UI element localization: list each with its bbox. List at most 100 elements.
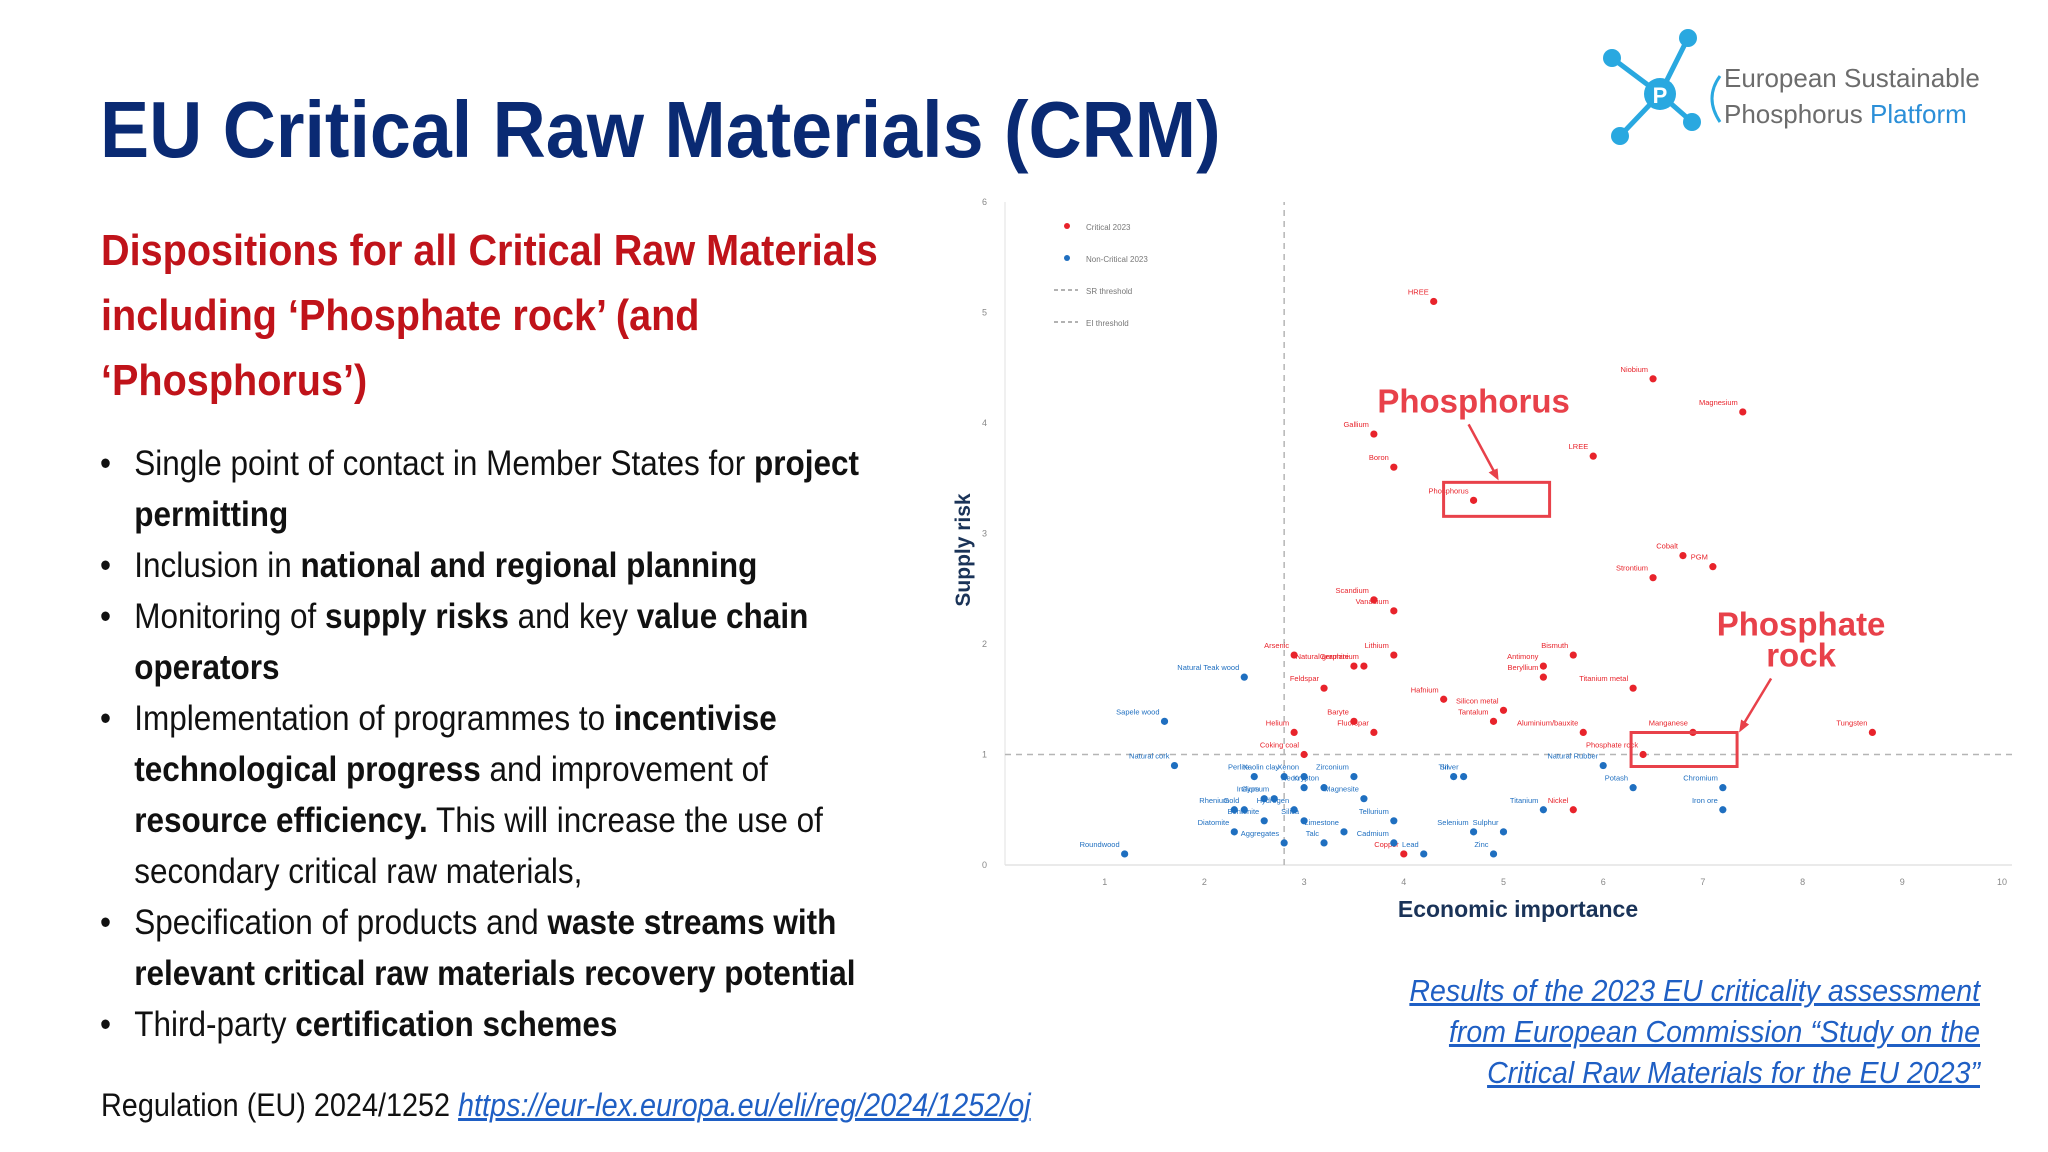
bullet-text-run: Inclusion in [134,546,301,585]
point-label: Magnesite [1324,785,1359,794]
point-label: Limestone [1304,818,1339,827]
bullet-text-run: and key [508,597,637,636]
point-label: Scandium [1336,586,1369,595]
data-point [1280,773,1288,781]
chart-source-caption[interactable]: Results of the 2023 EU criticality asses… [1409,973,1980,1090]
data-point [1300,773,1308,781]
point-label: Beryllium [1508,663,1539,672]
data-point [1320,784,1328,792]
y-tick-label: 0 [982,860,987,870]
x-tick-label: 6 [1601,877,1606,887]
point-label: Helium [1266,718,1289,727]
data-point [1539,673,1547,681]
data-point [1340,828,1348,836]
data-point [1360,795,1368,803]
slide-subtitle: Dispositions for all Critical Raw Materi… [101,226,878,405]
y-tick-label: 5 [982,308,987,318]
point-label: Germanium [1320,652,1359,661]
y-tick-label: 3 [982,529,987,539]
data-point [1579,728,1587,737]
legend-marker [1064,223,1070,229]
bullet-item: Specification of products and waste stre… [100,897,892,999]
data-point [1170,761,1179,770]
data-point [1390,817,1398,825]
data-point [1719,806,1727,814]
x-tick-label: 10 [1997,877,2007,887]
regulation-link[interactable]: https://eur-lex.europa.eu/eli/reg/2024/1… [458,1087,1031,1123]
data-point [1679,552,1687,560]
data-point [1350,662,1358,670]
logo-line-1: European Sustainable [1724,63,1980,93]
data-point [1569,806,1577,814]
point-label: Fluorspar [1337,718,1369,727]
point-label: Bismuth [1541,641,1568,650]
data-point [1370,430,1378,438]
data-point [1230,828,1238,836]
logo-glyph: P [1653,83,1668,108]
point-label: Talc [1306,829,1320,838]
point-label: Copper [1374,840,1399,849]
point-label: PGM [1691,553,1708,562]
point-label: Lithium [1365,641,1389,650]
point-label: Iron ore [1692,796,1718,805]
bullet-item: Third-party certification schemes [100,999,892,1050]
point-label: Cobalt [1656,542,1679,551]
point-label: Cadmium [1357,829,1389,838]
phosphorus-highlight-box [1442,480,1552,518]
data-point [1240,806,1248,814]
data-point [1290,806,1298,814]
molecule-logo-icon: P [1603,29,1722,145]
data-point [1390,607,1398,615]
point-label: Kaolin clay [1243,763,1280,772]
data-point [1629,684,1637,692]
point-label: Roundwood [1080,840,1120,849]
point-label: Niobium [1621,365,1649,374]
data-point [1499,828,1508,836]
data-point [1639,750,1647,759]
data-point [1649,375,1657,383]
slide-title: EU Critical Raw Materials (CRM) [100,85,1221,174]
data-point [1629,784,1637,792]
point-label: Tellurium [1359,807,1389,816]
data-point [1719,784,1727,792]
data-point [1240,673,1248,681]
point-label: Hydrogen [1257,796,1290,805]
data-point [1250,773,1258,781]
bullet-item: Monitoring of supply risks and key value… [100,591,892,693]
x-tick-label: 8 [1800,877,1805,887]
phosphorus-arrow-line [1467,423,1497,475]
bullet-text-run: waste streams with relevant critical raw… [134,903,856,993]
x-tick-label: 7 [1700,877,1705,887]
bullet-text-run: supply risks [325,597,509,636]
phosphate-rock-callout-label: Phosphate [1717,606,1886,643]
bullet-text-run: incentivise technological progress [134,699,777,789]
data-point [1420,850,1428,858]
point-label: Strontium [1616,564,1648,573]
point-label: Neon [1281,774,1299,783]
bullet-item: Single point of contact in Member States… [100,438,892,540]
data-point [1649,574,1657,582]
phosphate-rock-callout-label: rock [1766,637,1836,674]
point-label: Gypsum [1241,785,1269,794]
data-point [1370,596,1378,604]
point-label: Silica [1281,807,1300,816]
bullet-text-run: and improvement of [480,750,768,789]
phosphate-rock-highlight-box [1629,731,1739,768]
data-point [1469,828,1478,836]
point-label: Indium [1237,785,1260,794]
point-label: Diatomite [1198,818,1230,827]
point-label: Krypton [1293,774,1319,783]
point-label: Antimony [1507,652,1539,661]
espp-logo[interactable]: P European Sustainable Phosphorus Platfo… [1600,26,2020,156]
point-label: Phosphate rock [1586,741,1638,750]
x-tick-label: 2 [1202,877,1207,887]
point-label: Magnesium [1699,398,1738,407]
x-tick-label: 3 [1302,877,1307,887]
data-point [1350,717,1358,725]
data-point [1300,817,1308,825]
data-point [1539,662,1547,670]
logo-line-2b: Platform [1869,99,1967,129]
bullet-text-run: Specification of products and [134,903,548,942]
data-point [1350,773,1358,781]
point-label: Arsenic [1264,641,1289,650]
